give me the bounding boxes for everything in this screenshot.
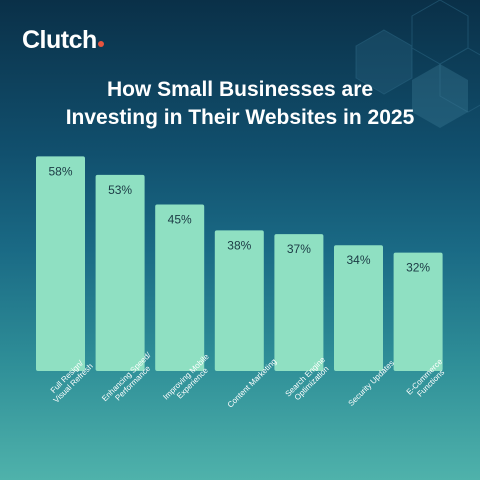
chart-title-line-2: Investing in Their Websites in 2025 xyxy=(65,106,415,129)
bar-3 xyxy=(155,204,205,371)
bar-1 xyxy=(36,156,85,371)
logo-accent-dot xyxy=(97,40,104,47)
value-label-4: 38% xyxy=(227,238,251,252)
chart-title: How Small Businesses are Investing in Th… xyxy=(0,76,480,132)
bar-4 xyxy=(214,230,264,371)
bar-5 xyxy=(274,234,324,371)
bar-2 xyxy=(95,174,145,371)
value-label-1: 58% xyxy=(48,164,72,178)
value-label-6: 34% xyxy=(346,253,370,267)
value-label-3: 45% xyxy=(168,213,192,227)
logo-text: Clutch xyxy=(22,26,97,54)
bar-group xyxy=(36,156,443,371)
clutch-logo[interactable]: Clutch xyxy=(22,26,104,55)
bar-6 xyxy=(334,245,383,371)
chart-title-line-1: How Small Businesses are xyxy=(106,78,374,101)
value-label-2: 53% xyxy=(108,183,132,197)
value-label-5: 37% xyxy=(287,242,311,256)
bar-7 xyxy=(393,252,443,371)
value-label-7: 32% xyxy=(406,261,430,275)
value-label-group: 58% 53% 45% 38% 37% 34% 32% xyxy=(48,164,430,274)
